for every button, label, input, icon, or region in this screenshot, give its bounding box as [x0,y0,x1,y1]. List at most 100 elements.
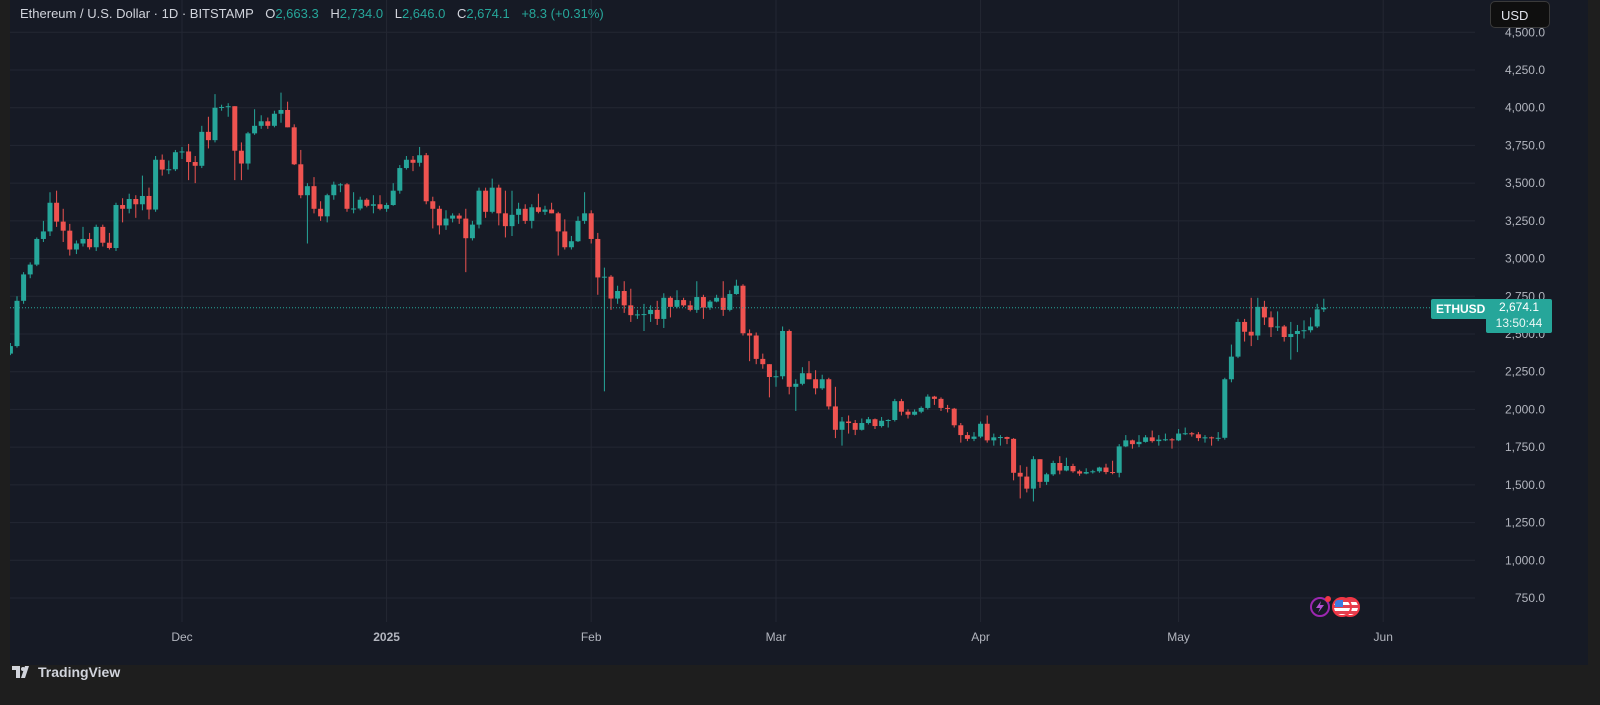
candle-body [73,243,79,250]
candle-body [483,190,489,212]
price-axis-label: 1,500.0 [1505,478,1545,492]
candle-body [219,106,225,108]
candle-body [331,184,337,196]
candle-body [1281,326,1287,338]
candle-body [146,195,152,210]
symbol-title[interactable]: Ethereum / U.S. Dollar · 1D · BITSTAMP [20,6,254,21]
price-axis-label: 1,750.0 [1505,440,1545,454]
candle-body [1024,476,1030,489]
chart-panel[interactable]: 4,500.0 4,250.0 4,000.0 3,750.0 3,500.0 3,250… [10,0,1588,665]
us-flag-icon[interactable] [1332,597,1352,617]
candle-body [997,437,1003,439]
candle-body [159,159,165,170]
candle-body [1176,433,1182,441]
candle-body [707,301,713,308]
candle-body [100,226,106,243]
candle-body [377,204,383,209]
candle-body [60,221,66,231]
candle-body [1195,434,1201,439]
candle-body [549,209,555,214]
price-axis-label: 2,000.0 [1505,402,1545,416]
candle-body [1149,437,1155,442]
candle-body [991,437,997,441]
candle-body [106,242,112,249]
candle-body [357,199,363,209]
candle-body [430,201,436,209]
candle-body [865,419,871,424]
time-axis-label: Mar [766,630,787,644]
candle-body [1123,440,1129,447]
candle-body [1182,433,1188,435]
high-label: H [330,6,340,21]
low-label: L [394,6,402,21]
price-axis-label: 2,250.0 [1505,365,1545,379]
brand-name: TradingView [38,664,121,680]
candle-body [1011,438,1017,473]
candle-body [852,423,858,430]
candlestick-chart[interactable]: 4,500.0 4,250.0 4,000.0 3,750.0 3,500.0 3,250… [10,0,1588,665]
time-axis-label: 2025 [373,630,400,644]
last-price: 2,674.1 [1498,300,1540,314]
candles [10,92,1327,502]
tradingview-logo-icon [12,666,29,678]
candle-body [291,127,297,165]
candle-body [1103,467,1109,473]
candle-body [1063,466,1069,471]
candle-body [1090,471,1096,473]
candle-body [1136,441,1142,445]
candle-body [687,305,693,310]
lightning-icon[interactable] [1310,596,1331,617]
candle-body [905,411,911,415]
candle-body [324,195,330,217]
candle-body [285,109,291,128]
candle-body [1189,433,1195,435]
last-price-tag: 2,674.1 13:50:44 [1486,299,1552,333]
candle-body [436,208,442,226]
candle-body [819,379,825,389]
candle-body [714,297,720,302]
candle-body [54,202,60,222]
candle-body [879,420,885,427]
candle-body [978,423,984,437]
candle-body [344,184,350,209]
candle-body [1057,462,1063,471]
price-axis-label: 4,250.0 [1505,63,1545,77]
price-axis-label: 3,000.0 [1505,252,1545,266]
candle-body [258,121,264,126]
candle-body [87,238,93,248]
candle-body [700,297,706,308]
candle-body [252,125,258,134]
candle-body [1004,437,1010,439]
candle-body [370,204,376,206]
candle-body [126,198,132,209]
candle-body [390,190,396,206]
candle-body [885,419,891,421]
currency-button[interactable]: USD [1490,1,1550,28]
candle-body [522,208,528,221]
candle-body [568,241,574,248]
candle-body [1030,459,1036,489]
candle-body [443,218,449,226]
candle-body [133,198,139,205]
candle-body [912,411,918,415]
candle-body [456,215,462,219]
candle-body [608,276,614,299]
candle-body [1308,326,1314,331]
candle-body [621,291,627,306]
close-label: C [456,6,467,21]
candle-body [489,187,495,212]
candle-body [509,214,515,227]
time-axis-label: Jun [1374,630,1393,644]
candle-body [1301,330,1307,332]
candle-body [542,209,548,212]
candle-body [832,406,838,430]
candle-body [212,107,218,141]
candle-body [311,186,317,209]
candle-body [793,383,799,387]
candle-body [720,297,726,310]
candle-body [1261,306,1267,318]
candle-body [166,169,172,171]
candle-body [186,151,192,163]
candle-body [938,398,944,408]
tradingview-logo[interactable]: TradingView [12,664,120,680]
